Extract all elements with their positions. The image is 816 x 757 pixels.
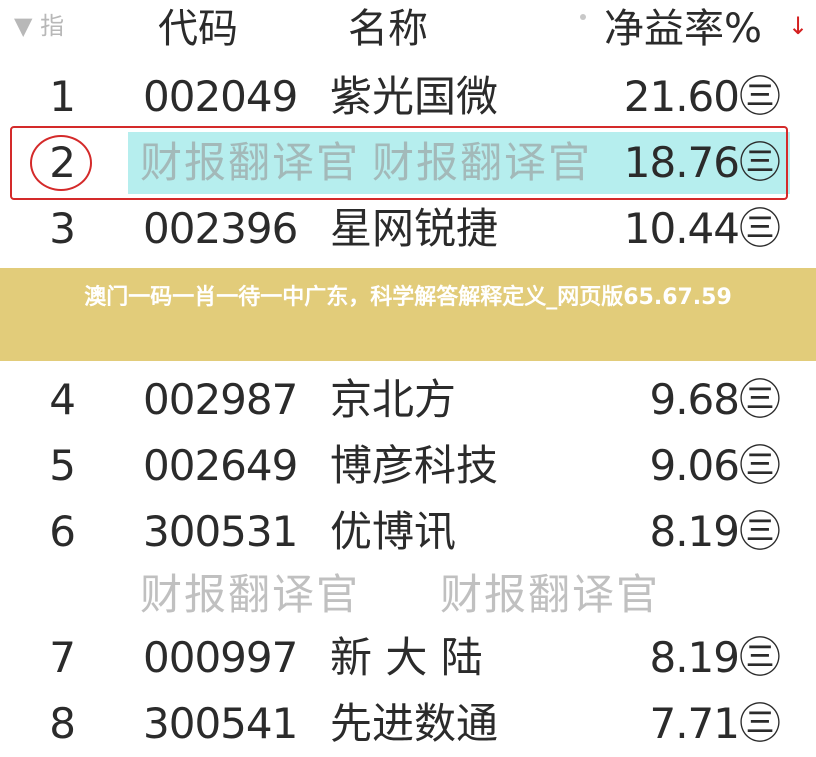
cell-index: 3 xyxy=(49,204,76,253)
table-body: 1 002049 紫光国微 21.60㊂财报翻译官 财报翻译官 2 18.76㊂ 3 00239… xyxy=(0,64,816,757)
cell-value: 9.06㊂ xyxy=(649,441,781,490)
cell-name: 新 大 陆 xyxy=(330,633,483,682)
row-highlight xyxy=(128,132,790,194)
table-header: ▼ 指 代码 名称 净益率% ↓ xyxy=(0,0,816,64)
watermark: 财报翻译官 xyxy=(440,570,661,619)
watermark: 财报翻译官 xyxy=(140,138,361,187)
cell-name: 博彦科技 xyxy=(330,441,499,490)
table-row[interactable]: 3 002396 星网锐捷 10.44㊂ xyxy=(0,196,816,262)
cell-value: 9.68㊂ xyxy=(649,375,781,424)
cell-value: 10.44㊂ xyxy=(623,204,781,253)
table-row[interactable]: 财报翻译官 财报翻译官 2 18.76㊂ xyxy=(0,126,816,200)
cell-name: 星网锐捷 xyxy=(330,204,499,253)
banner: 澳门一码一肖一待一中广东，科学解答解释定义_网页版65.67.59 xyxy=(0,268,816,361)
cell-code: 002049 xyxy=(143,72,298,121)
banner-text: 澳门一码一肖一待一中广东，科学解答解释定义_网页版65.67.59 xyxy=(84,285,732,310)
table-row[interactable]: 6 300531 优博讯 8.19㊂ xyxy=(0,499,816,565)
cell-index: 5 xyxy=(49,441,76,490)
column-header-name[interactable]: 名称 xyxy=(348,6,428,52)
cell-name: 紫光国微 xyxy=(330,72,499,121)
cell-index: 6 xyxy=(49,507,76,556)
cell-code: 000997 xyxy=(143,633,298,682)
table-row[interactable]: 8 300541 先进数通 7.71㊂ xyxy=(0,691,816,757)
watermark-row: 财报翻译官 财报翻译官 xyxy=(0,565,816,625)
filter-dropdown[interactable]: ▼ 指 xyxy=(14,12,65,40)
arrow-down-icon[interactable]: ↓ xyxy=(788,12,809,40)
cell-value: 8.19㊂ xyxy=(649,507,781,556)
cell-code: 300531 xyxy=(143,507,298,556)
table-row[interactable]: 7 000997 新 大 陆 8.19㊂ xyxy=(0,625,816,691)
cell-index: 7 xyxy=(49,633,76,682)
cell-code: 002987 xyxy=(143,375,298,424)
cell-name: 先进数通 xyxy=(330,699,499,748)
watermark: 财报翻译官 xyxy=(140,570,361,619)
table-row[interactable]: 5 002649 博彦科技 9.06㊂ xyxy=(0,433,816,499)
cell-index: 4 xyxy=(49,375,76,424)
cell-value: 21.60㊂ xyxy=(623,72,781,121)
column-header-code[interactable]: 代码 xyxy=(158,6,238,52)
annotation-box xyxy=(10,126,788,200)
dot-icon xyxy=(580,14,586,20)
cell-code: 300541 xyxy=(143,699,298,748)
cell-code: 002396 xyxy=(143,204,298,253)
cell-code: 002649 xyxy=(143,441,298,490)
column-header-net-margin[interactable]: 净益率% xyxy=(604,6,763,52)
table-row[interactable]: 1 002049 紫光国微 21.60㊂ xyxy=(0,64,816,130)
cell-value: 7.71㊂ xyxy=(649,699,781,748)
cell-index: 1 xyxy=(49,72,76,121)
cell-index: 8 xyxy=(49,699,76,748)
cell-name: 优博讯 xyxy=(330,507,457,556)
annotation-circle xyxy=(30,135,92,191)
watermark: 财报翻译官 xyxy=(372,138,593,187)
cell-name: 京北方 xyxy=(330,375,457,424)
table-row[interactable]: 4 002987 京北方 9.68㊂ xyxy=(0,367,816,433)
cell-value: 8.19㊂ xyxy=(649,633,781,682)
cell-value: 18.76㊂ xyxy=(623,138,781,187)
